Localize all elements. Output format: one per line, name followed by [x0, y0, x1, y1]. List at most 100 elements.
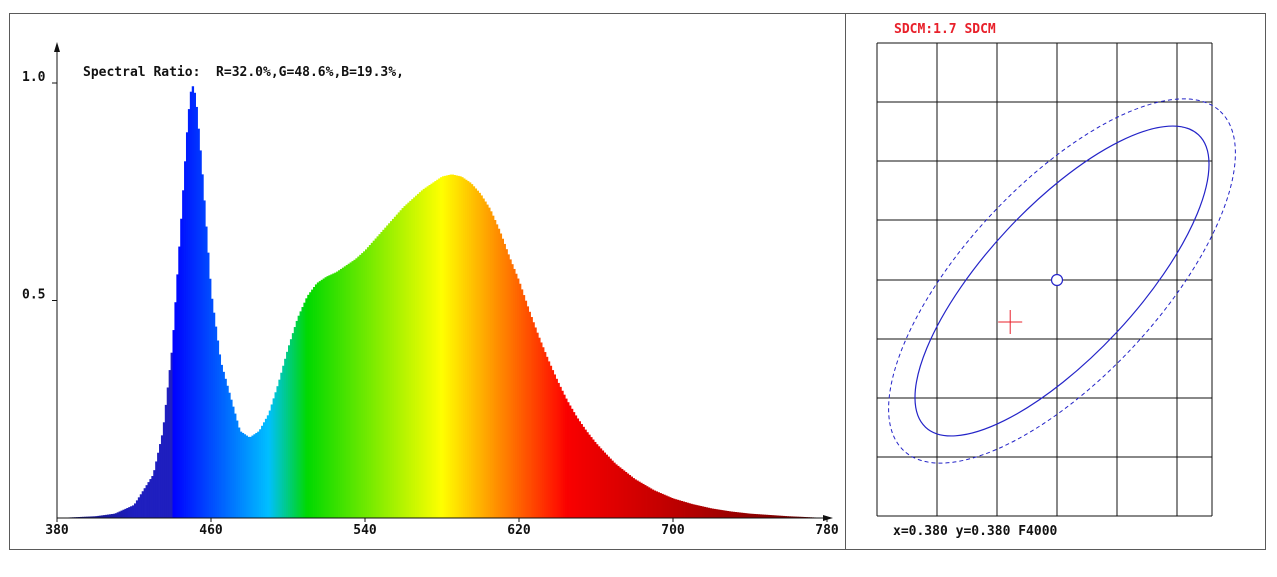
spectrum-bar: [324, 277, 327, 518]
spectrum-bar: [418, 192, 422, 518]
spectrum-bar: [293, 327, 297, 518]
spectrum-bar: [609, 458, 612, 518]
spectrum-bar: [734, 512, 737, 518]
spectrum-bar: [266, 415, 270, 518]
macadam-ellipse-inner: [914, 125, 1210, 437]
spectrum-bar: [678, 500, 682, 518]
spectrum-bar: [530, 317, 533, 518]
spectrum-bar: [753, 513, 757, 518]
spectrum-bar: [515, 273, 518, 518]
spectrum-bar: [245, 435, 248, 518]
spectrum-bar: [524, 300, 528, 518]
spectrum-bar: [794, 516, 797, 518]
spectrum-bar: [386, 225, 389, 518]
spectrum-bar: [528, 311, 531, 518]
spectrum-bar: [288, 345, 291, 518]
spectrum-bar: [590, 437, 593, 518]
spectrum-bar: [135, 500, 139, 518]
spectrum-bar: [286, 351, 289, 518]
spectrum-bar: [376, 236, 379, 518]
spectrum-bar: [459, 176, 462, 518]
spectrum-bar: [307, 294, 310, 518]
spectrum-bar: [399, 210, 402, 519]
spectrum-bar: [750, 513, 753, 518]
spectrum-bar: [147, 482, 150, 518]
spectrum-bar: [330, 274, 333, 518]
spectrum-bar: [434, 181, 437, 518]
spectrum-bar: [93, 516, 96, 518]
spectrum-bar: [509, 259, 512, 518]
spectrum-bar: [676, 499, 680, 518]
spectrum-bar: [443, 175, 447, 518]
spectrum-bar: [544, 352, 547, 518]
spectrum-bar: [463, 178, 466, 519]
spectrum-bar: [416, 193, 420, 519]
spectrum-bar: [339, 268, 343, 518]
spectrum-bar: [801, 516, 805, 518]
spectrum-bar: [724, 510, 728, 518]
spectrum-bar: [511, 264, 514, 518]
spectrum-bar: [605, 454, 608, 518]
spectrum-bar: [234, 413, 237, 518]
spectrum-bar: [680, 500, 684, 518]
spectrum-bar: [409, 200, 412, 518]
spectrum-bar: [703, 506, 707, 518]
spectrum-bar: [692, 504, 695, 518]
spectrum-bar: [155, 461, 158, 518]
spectrum-bar: [313, 287, 316, 518]
spectrum-bar: [719, 509, 722, 518]
spectrum-bar: [255, 432, 258, 518]
spectrum-bar: [326, 276, 329, 518]
spectrum-bar: [588, 434, 591, 518]
spectrum-bar: [780, 515, 784, 518]
spectrum-bar: [767, 514, 770, 518]
spectrum-bar: [80, 516, 83, 518]
spectrum-bar: [390, 221, 393, 519]
spectrum-bar: [501, 238, 504, 519]
spectrum-bar: [405, 204, 408, 519]
spectrum-bar: [166, 387, 170, 518]
spectrum-bar: [105, 514, 108, 518]
spectrum-bar: [413, 197, 416, 518]
spectrum-bar: [665, 495, 668, 518]
spectrum-bar: [428, 185, 431, 518]
spectrum-bar: [378, 234, 381, 518]
spectrum-bar: [547, 361, 551, 518]
spectrum-bar: [282, 365, 285, 518]
spectrum-bars: [57, 86, 828, 519]
spectrum-bar: [253, 434, 256, 518]
spectrum-bar: [374, 238, 377, 518]
spectrum-bar: [257, 431, 260, 518]
spectrum-bar: [513, 268, 516, 518]
spectrum-bar: [457, 175, 460, 518]
spectrum-bar: [597, 446, 601, 518]
spectrum-bar: [320, 279, 324, 518]
spectrum-bar: [526, 306, 530, 518]
spectrum-bar: [596, 444, 599, 518]
spectrum-bar: [420, 190, 424, 518]
spectrum-bar: [393, 216, 397, 518]
spectrum-bar: [796, 516, 799, 518]
spectrum-bar: [536, 332, 539, 518]
spectrum-bar: [486, 204, 489, 518]
spectrum-bar: [663, 494, 666, 518]
spectrum-bar: [765, 514, 768, 518]
spectrum-bar: [707, 507, 710, 518]
spectrum-bar: [220, 364, 223, 518]
spectrum-bar: [172, 330, 175, 518]
spectrum-bar: [784, 516, 787, 518]
spectrum-bar: [332, 273, 335, 518]
spectrum-bar: [103, 515, 106, 518]
spectrum-bar: [592, 439, 595, 518]
spectrum-bar: [603, 452, 607, 518]
spectrum-bar: [391, 218, 395, 518]
spectrum-bar: [264, 418, 268, 518]
spectrum-bar: [124, 508, 127, 518]
spectrum-bar: [212, 312, 216, 518]
spectrum-bar: [696, 505, 699, 518]
spectrum-bar: [361, 253, 364, 518]
spectrum-bar: [270, 404, 273, 518]
spectrum-bar: [622, 470, 626, 518]
spectrum-bar: [126, 507, 129, 518]
spectrum-bar: [157, 452, 160, 518]
